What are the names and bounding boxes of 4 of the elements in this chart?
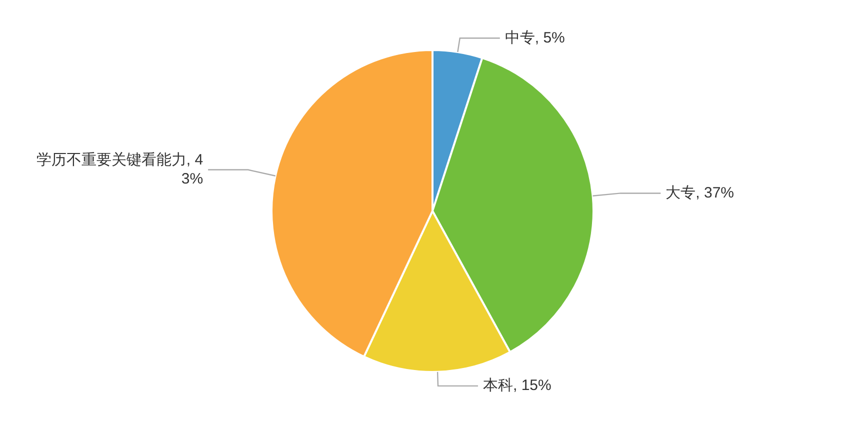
slice-label: 学历不重要关键看能力, 43% bbox=[36, 151, 204, 188]
slice-label: 本科, 15% bbox=[482, 377, 552, 394]
slice-label: 大专, 37% bbox=[666, 184, 734, 202]
slice-label: 中专, 5% bbox=[504, 29, 565, 46]
